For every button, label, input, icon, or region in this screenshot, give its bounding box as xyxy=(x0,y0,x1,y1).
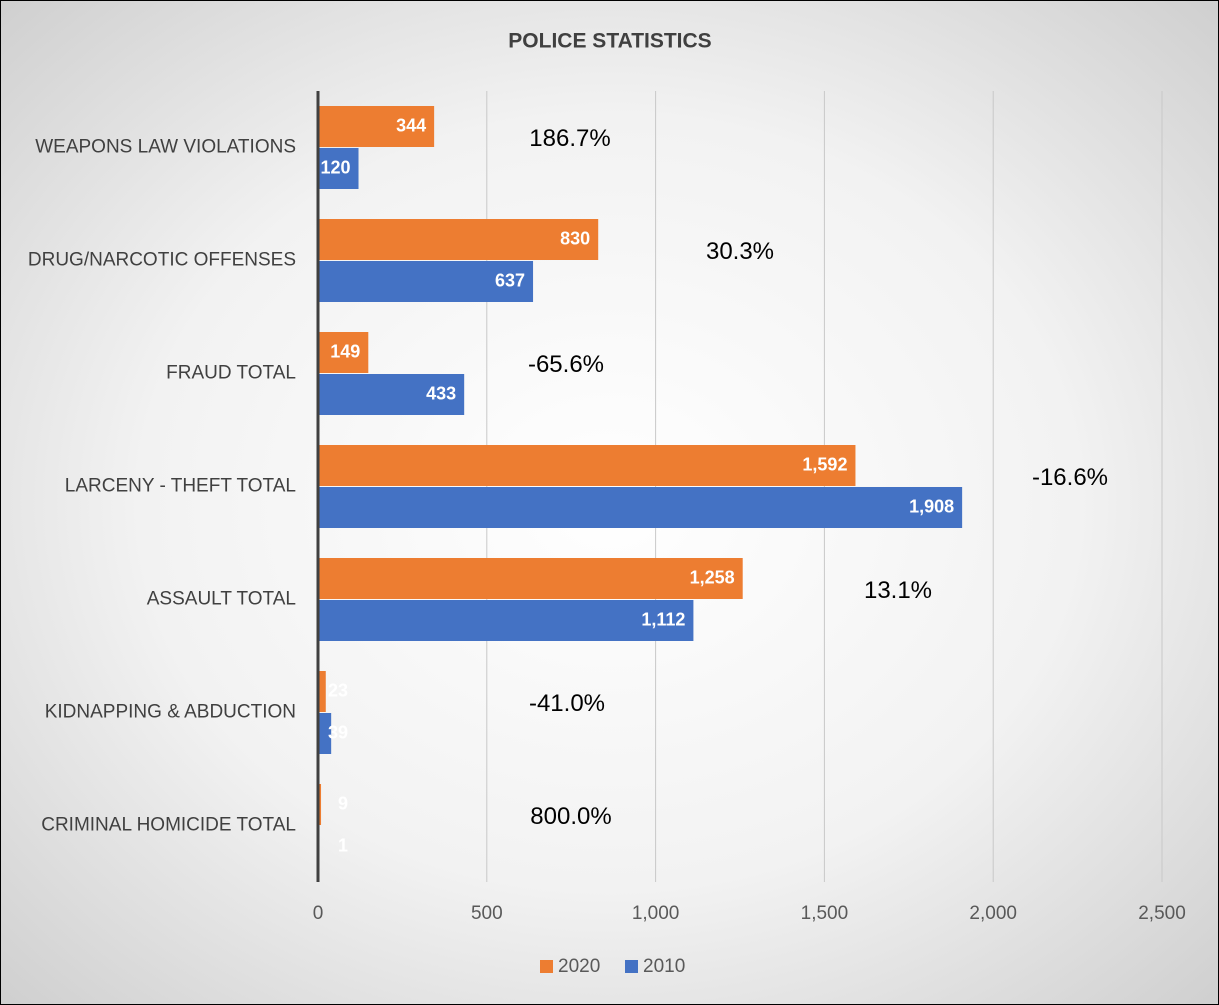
bar xyxy=(318,148,359,189)
data-label: 1,908 xyxy=(909,496,954,516)
bar xyxy=(318,219,599,260)
data-label: 433 xyxy=(426,383,456,403)
legend-label: 2020 xyxy=(558,956,600,977)
y-tick-label: ASSAULT TOTAL xyxy=(147,589,296,610)
x-tick-label: 0 xyxy=(313,903,324,924)
y-tick-label: KIDNAPPING & ABDUCTION xyxy=(45,702,296,723)
bar xyxy=(318,671,326,712)
bar xyxy=(318,261,534,302)
bar xyxy=(318,713,332,754)
bar xyxy=(318,487,963,528)
bar xyxy=(318,600,694,641)
legend-swatch xyxy=(625,960,638,973)
data-label: 39 xyxy=(328,722,348,742)
annotation: 186.7% xyxy=(529,125,610,152)
data-label: 1,258 xyxy=(690,567,735,587)
data-label: 120 xyxy=(320,157,350,177)
annotation: 13.1% xyxy=(864,577,932,604)
data-label: 9 xyxy=(338,793,348,813)
y-tick-label: WEAPONS LAW VIOLATIONS xyxy=(35,137,296,158)
bar xyxy=(318,558,743,599)
legend-swatch xyxy=(540,960,553,973)
data-label: 637 xyxy=(495,270,525,290)
bar xyxy=(318,374,465,415)
y-tick-label: CRIMINAL HOMICIDE TOTAL xyxy=(41,815,296,836)
x-tick-label: 500 xyxy=(471,903,503,924)
data-label: 830 xyxy=(560,228,590,248)
data-label: 1,112 xyxy=(641,609,685,629)
data-label: 1 xyxy=(338,835,348,855)
chart-title: POLICE STATISTICS xyxy=(508,30,711,53)
legend-label: 2010 xyxy=(643,956,685,977)
data-label: 149 xyxy=(330,341,360,361)
y-tick-label: LARCENY - THEFT TOTAL xyxy=(65,476,296,497)
bar xyxy=(318,784,322,825)
bar xyxy=(318,106,435,147)
data-label: 344 xyxy=(396,115,426,135)
x-tick-label: 2,000 xyxy=(969,903,1017,924)
data-label: 1,592 xyxy=(802,454,847,474)
y-tick-label: FRAUD TOTAL xyxy=(166,363,296,384)
bar xyxy=(318,332,369,373)
annotation: -16.6% xyxy=(1032,464,1108,491)
x-tick-label: 1,500 xyxy=(801,903,849,924)
x-tick-label: 2,500 xyxy=(1138,903,1186,924)
annotation: -65.6% xyxy=(528,351,604,378)
annotation: -41.0% xyxy=(529,690,605,717)
data-label: 23 xyxy=(328,680,348,700)
x-tick-label: 1,000 xyxy=(632,903,680,924)
annotation: 800.0% xyxy=(530,803,611,830)
y-tick-label: DRUG/NARCOTIC OFFENSES xyxy=(28,250,296,271)
bar xyxy=(318,445,856,486)
annotation: 30.3% xyxy=(706,238,774,265)
